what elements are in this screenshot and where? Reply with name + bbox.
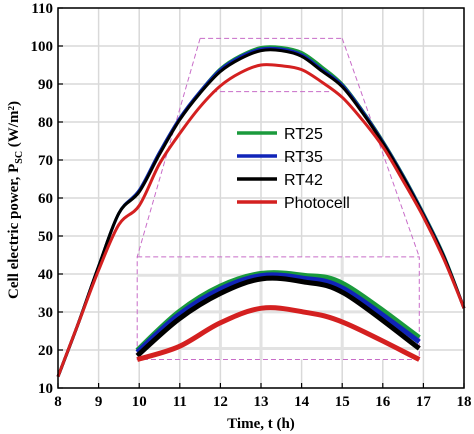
x-tick-label: 8 xyxy=(54,394,62,410)
x-tick-label: 13 xyxy=(254,394,269,410)
x-tick-label: 9 xyxy=(95,394,103,410)
y-tick-label: 110 xyxy=(31,1,53,17)
y-axis-label-sub: SC xyxy=(14,151,25,164)
x-axis-label: Time, t (h) xyxy=(227,416,295,432)
inset-series-line-photocell xyxy=(136,305,421,362)
legend-label-photocell: Photocell xyxy=(284,195,350,212)
legend-label-rt35: RT35 xyxy=(284,149,323,166)
y-axis-label-main: Cell electric power, P xyxy=(6,164,22,299)
y-tick-label: 50 xyxy=(38,229,53,245)
x-tick-label: 11 xyxy=(173,394,187,410)
y-tick-label: 20 xyxy=(38,343,53,359)
y-axis-ticks: 10 20 30 40 50 60 70 80 90 100 110 xyxy=(31,1,63,397)
y-tick-label: 70 xyxy=(38,153,53,169)
inset-series-line-rt35 xyxy=(135,272,421,355)
y-axis-label-unit: (W/m²) xyxy=(6,101,22,151)
series-line-photocell xyxy=(56,63,466,378)
x-tick-label: 14 xyxy=(294,394,310,410)
x-tick-label: 15 xyxy=(335,394,350,410)
y-tick-label: 100 xyxy=(31,39,54,55)
y-axis-label: Cell electric power, PSC (W/m²) xyxy=(6,101,25,299)
series-lines xyxy=(56,45,466,378)
y-tick-label: 10 xyxy=(38,381,53,397)
zoom-connector-right xyxy=(341,38,420,258)
x-axis-ticks: 8 9 10 11 12 13 14 15 16 17 18 xyxy=(54,383,472,410)
inset-series-line-rt42 xyxy=(135,275,421,358)
y-tick-label: 80 xyxy=(38,115,53,131)
legend-label-rt42: RT42 xyxy=(284,172,323,189)
x-tick-label: 17 xyxy=(416,394,432,410)
legend-label-rt25: RT25 xyxy=(284,126,323,143)
x-tick-label: 18 xyxy=(457,394,472,410)
series-line-rt42 xyxy=(56,48,466,378)
legend: RT25 RT35 RT42 Photocell xyxy=(237,126,350,212)
x-tick-label: 10 xyxy=(132,394,147,410)
y-tick-label: 40 xyxy=(38,267,53,283)
y-tick-label: 30 xyxy=(38,305,53,321)
y-tick-label: 60 xyxy=(38,191,53,207)
x-tick-label: 12 xyxy=(213,394,228,410)
zoom-inset xyxy=(135,37,421,362)
x-tick-label: 16 xyxy=(375,394,391,410)
y-tick-label: 90 xyxy=(38,77,53,93)
